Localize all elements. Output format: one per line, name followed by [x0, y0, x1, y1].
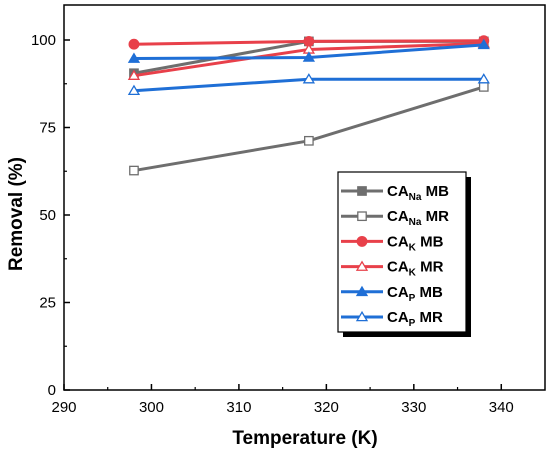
legend-marker-2: [356, 235, 368, 247]
x-tick-label: 320: [314, 399, 339, 416]
legend-box: [337, 171, 467, 333]
data-point-4-2: [477, 38, 490, 50]
y-tick-label: 100: [31, 32, 56, 49]
x-tick-label: 330: [401, 399, 426, 416]
legend-marker-5: [355, 310, 369, 322]
data-point-3-0: [127, 69, 141, 80]
legend-label-1: CANa MR: [387, 208, 449, 228]
legend-marker-0: [357, 186, 367, 196]
x-tick-label: 310: [226, 399, 251, 416]
legend-label-2: CAK MB: [387, 233, 444, 253]
y-tick-label: 75: [39, 120, 56, 137]
legend-label-4: CAP MB: [387, 284, 443, 304]
x-tick-label: 340: [489, 399, 514, 416]
data-point-1-1: [304, 135, 314, 146]
legend-marker-1: [357, 211, 367, 222]
x-tick-label: 300: [139, 399, 164, 416]
legend-label-0: CANa MB: [387, 183, 449, 203]
plot-frame: [63, 4, 546, 391]
y-axis-label: Removal (%): [6, 157, 27, 271]
legend-label-5: CAP MR: [387, 309, 443, 329]
x-axis-label: Temperature (K): [232, 428, 377, 449]
data-point-4-1: [302, 51, 316, 62]
y-tick-label: 0: [48, 382, 56, 399]
data-point-5-0: [127, 84, 141, 96]
x-tick-label: 290: [51, 399, 76, 416]
y-tick-label: 25: [39, 295, 56, 312]
data-point-5-2: [477, 73, 490, 84]
data-point-2-0: [128, 38, 140, 50]
legend-label-3: CAK MR: [387, 259, 444, 279]
data-point-5-1: [302, 73, 316, 84]
legend-marker-3: [355, 260, 369, 271]
y-tick-label: 50: [39, 207, 56, 224]
data-point-1-2: [478, 82, 489, 92]
data-point-4-0: [127, 52, 141, 63]
series-line-1: [133, 85, 485, 173]
data-point-1-0: [129, 165, 139, 176]
legend-marker-4: [355, 285, 369, 297]
